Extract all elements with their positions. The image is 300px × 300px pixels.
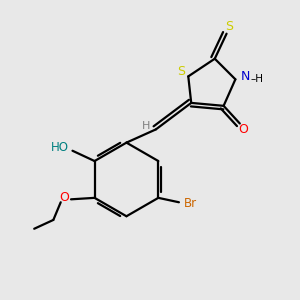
Text: S: S — [226, 20, 233, 33]
Text: H: H — [142, 122, 151, 131]
Text: –H: –H — [250, 74, 263, 84]
Text: HO: HO — [51, 141, 69, 154]
Text: S: S — [177, 65, 185, 79]
Text: Br: Br — [184, 197, 197, 210]
Text: O: O — [238, 123, 248, 136]
Text: O: O — [60, 191, 70, 204]
Text: N: N — [241, 70, 250, 83]
